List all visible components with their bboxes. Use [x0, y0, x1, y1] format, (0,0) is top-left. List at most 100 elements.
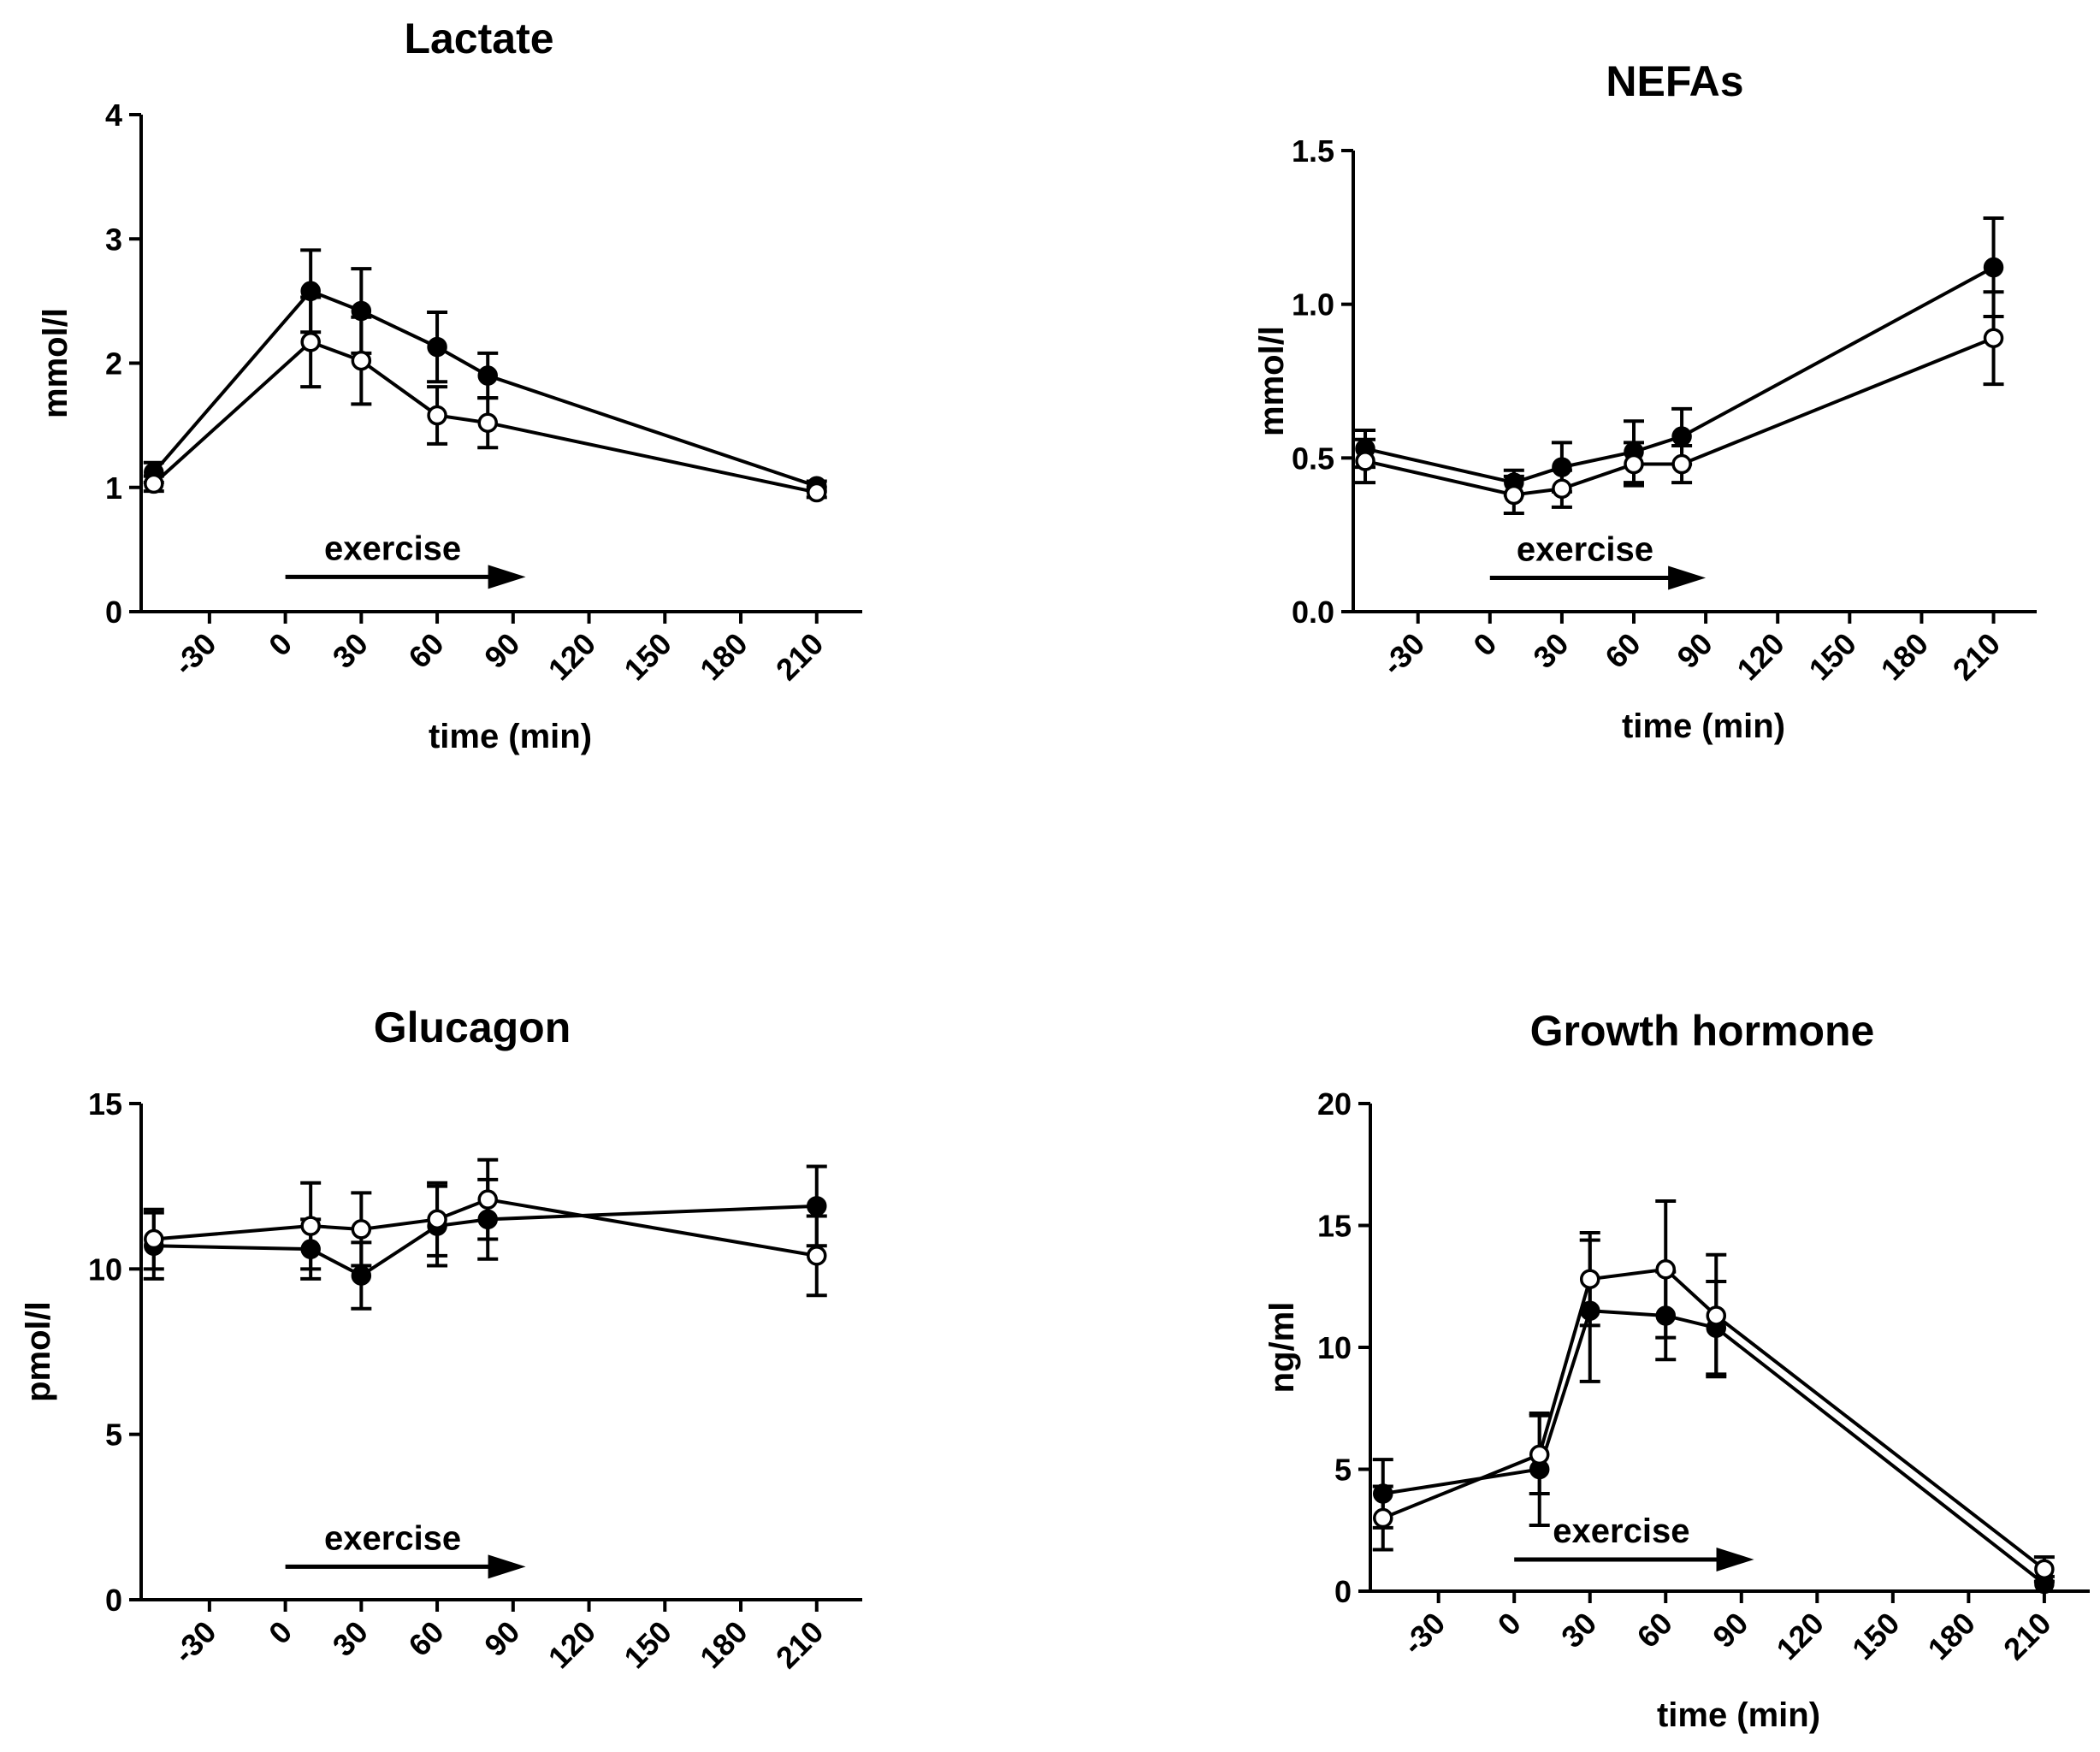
data-point — [351, 350, 372, 371]
data-point — [1579, 1269, 1600, 1289]
x-tick-label: 120 — [541, 1614, 602, 1675]
x-tick-label: 30 — [326, 626, 375, 675]
x-tick-label: 150 — [617, 1614, 677, 1675]
x-tick-label: 210 — [1996, 1606, 2057, 1666]
x-tick-label: 60 — [401, 1614, 450, 1663]
series-line-open — [1364, 336, 1995, 497]
exercise-arrow-head — [488, 565, 526, 589]
series-open — [1372, 1199, 2055, 1583]
data-point — [351, 1219, 372, 1240]
data-point — [1983, 328, 2004, 348]
chart-panel-lactate: Lactate 0 1 2 3 4 -30 0 30 60 90 120 150 180 210 time (… — [37, 15, 862, 755]
data-point — [477, 365, 498, 386]
data-point — [807, 1246, 827, 1266]
data-point — [351, 1265, 372, 1286]
y-tick-label: 15 — [88, 1086, 122, 1122]
exercise-arrow-head — [1668, 565, 1707, 590]
exercise-arrow-head — [1716, 1547, 1754, 1571]
x-tick-label: -30 — [1396, 1606, 1452, 1662]
data-point — [1671, 426, 1692, 447]
series-open — [1355, 290, 2004, 516]
data-point — [1355, 451, 1375, 471]
y-axis-label: mmol/l — [37, 308, 74, 418]
series-line-filled — [1382, 1309, 2046, 1586]
x-tick-label: 0 — [1491, 1606, 1528, 1642]
chart-title: Growth hormone — [1530, 1007, 1875, 1055]
x-tick-label: 30 — [1554, 1606, 1603, 1654]
data-point — [427, 1209, 447, 1230]
x-tick-label: 210 — [1946, 626, 2007, 687]
y-tick-label: 0 — [105, 595, 122, 630]
x-tick-label: 60 — [1598, 626, 1647, 675]
x-tick-label: 210 — [769, 1614, 830, 1675]
series-filled — [143, 248, 827, 497]
y-tick-label: 10 — [1317, 1330, 1352, 1365]
data-point — [807, 1196, 827, 1216]
data-point — [1529, 1444, 1550, 1465]
chart-title: NEFAs — [1606, 57, 1743, 105]
series-line-open — [153, 1198, 818, 1258]
exercise-label: exercise — [324, 530, 461, 567]
series-line-filled — [152, 288, 818, 488]
x-tick-label: 210 — [769, 626, 830, 687]
y-tick-label: 0.0 — [1292, 595, 1334, 630]
data-point — [1655, 1259, 1677, 1280]
x-tick-label: 150 — [1802, 626, 1863, 687]
y-tick-label: 0 — [1334, 1574, 1352, 1609]
exercise-label: exercise — [1517, 530, 1653, 568]
data-point — [144, 473, 164, 494]
y-tick-label: 5 — [105, 1418, 122, 1453]
y-tick-label: 1.5 — [1292, 133, 1334, 169]
y-tick-label: 3 — [105, 222, 122, 257]
y-tick-label: 5 — [1334, 1453, 1352, 1488]
data-point — [1624, 453, 1644, 475]
data-point — [1504, 484, 1524, 506]
series-line-open — [152, 340, 818, 494]
x-tick-label: 180 — [1874, 626, 1935, 687]
data-point — [2034, 1559, 2055, 1580]
series-line-open — [1382, 1267, 2046, 1571]
data-point — [1706, 1305, 1727, 1326]
exercise-label: exercise — [324, 1519, 461, 1557]
y-axis-label: ng/ml — [1263, 1302, 1301, 1394]
x-tick-label: 60 — [401, 626, 450, 675]
y-tick-label: 15 — [1317, 1209, 1352, 1244]
data-point — [477, 412, 498, 433]
x-tick-label: 120 — [1769, 1606, 1830, 1666]
series-filled — [1372, 1238, 2055, 1595]
x-tick-label: 150 — [617, 626, 677, 687]
chart-panel-growth-hormone: Growth hormone 0 5 10 15 20 -30 0 30 60 90 120 150 18… — [1263, 1007, 2090, 1734]
x-axis-label: time (min) — [429, 718, 592, 755]
series-open — [143, 295, 827, 503]
x-tick-label: 180 — [1921, 1606, 1982, 1666]
data-point — [1671, 453, 1692, 475]
series-open — [143, 1157, 827, 1298]
exercise-arrow-head — [488, 1554, 526, 1579]
x-tick-label: 0 — [262, 1614, 299, 1651]
x-tick-label: 0 — [262, 626, 299, 663]
x-tick-label: 180 — [693, 626, 754, 687]
y-tick-label: 0 — [105, 1583, 122, 1618]
x-tick-label: 90 — [477, 626, 526, 675]
data-point — [1552, 478, 1572, 500]
data-point — [807, 482, 827, 503]
y-tick-label: 1 — [105, 471, 122, 506]
y-tick-label: 4 — [105, 98, 122, 133]
series-line-filled — [1364, 265, 1995, 485]
x-tick-label: 30 — [1526, 626, 1575, 675]
y-axis-label: pmol/l — [20, 1301, 57, 1402]
x-axis-label: time (min) — [1657, 1696, 1820, 1734]
x-tick-label: 90 — [1670, 626, 1718, 675]
series-filled — [1355, 216, 2004, 497]
exercise-label: exercise — [1553, 1512, 1689, 1550]
y-tick-label: 1.0 — [1292, 287, 1334, 323]
data-point — [300, 1216, 321, 1236]
x-tick-label: 0 — [1466, 626, 1503, 663]
chart-panel-glucagon: Glucagon 0 5 10 15 -30 0 30 60 90 120 150 180 210 pmol… — [20, 1003, 862, 1675]
x-axis-label: time (min) — [1622, 707, 1785, 745]
chart-panel-nefas: NEFAs 0.0 0.5 1.0 1.5 -30 0 30 60 90 120 150 180 210 t… — [1253, 57, 2037, 745]
y-tick-label: 0.5 — [1292, 441, 1334, 476]
x-tick-label: 60 — [1630, 1606, 1679, 1654]
x-tick-label: -30 — [1375, 626, 1432, 683]
